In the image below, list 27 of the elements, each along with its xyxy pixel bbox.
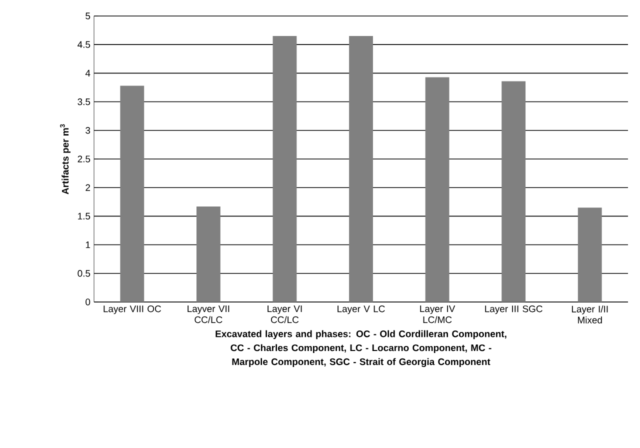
y-tick-label: 0: [86, 298, 90, 306]
y-tick-label: 4.5: [78, 41, 90, 48]
y-tick-label: 3: [86, 127, 90, 134]
x-axis-title: Excavated layers and phases: OC - Old Cordilleran Component, CC - Charles Component, LC - Locarno Component, MC - Marpole Component, SGC - Strait of Georgia Component: [216, 330, 506, 368]
y-axis-title: Artifacts per m$^{3}$: [60, 124, 70, 194]
x-tick-label: Layer VI CC/LC: [268, 306, 302, 324]
bar: [196, 206, 220, 302]
y-tick-label: 0.5: [78, 270, 90, 277]
bar: [578, 208, 602, 302]
x-tick-label: Layer VIII OC: [104, 306, 161, 314]
y-tick-label: 1: [86, 242, 90, 248]
x-tick-label: Layer I/II Mixed: [572, 306, 608, 324]
y-tick-label: 1.5: [78, 212, 90, 220]
y-tick-label: 3.5: [78, 98, 90, 106]
y-tick-label: 4: [85, 70, 90, 76]
x-tick-label: Layer IV LC/MC: [420, 306, 456, 324]
x-tick-label: Layver VII CC/LC: [188, 306, 230, 324]
y-tick-label: 5: [86, 12, 90, 20]
y-tick-label: 2: [86, 184, 90, 191]
x-tick-label: Layer III SGC: [485, 306, 542, 314]
y-tick-label: 2.5: [78, 156, 90, 162]
bar: [502, 81, 526, 302]
x-tick-label: Layer V LC: [338, 306, 385, 314]
bar: [425, 77, 450, 302]
bar: [349, 36, 373, 302]
bar: [272, 36, 297, 302]
bar: [120, 86, 144, 302]
